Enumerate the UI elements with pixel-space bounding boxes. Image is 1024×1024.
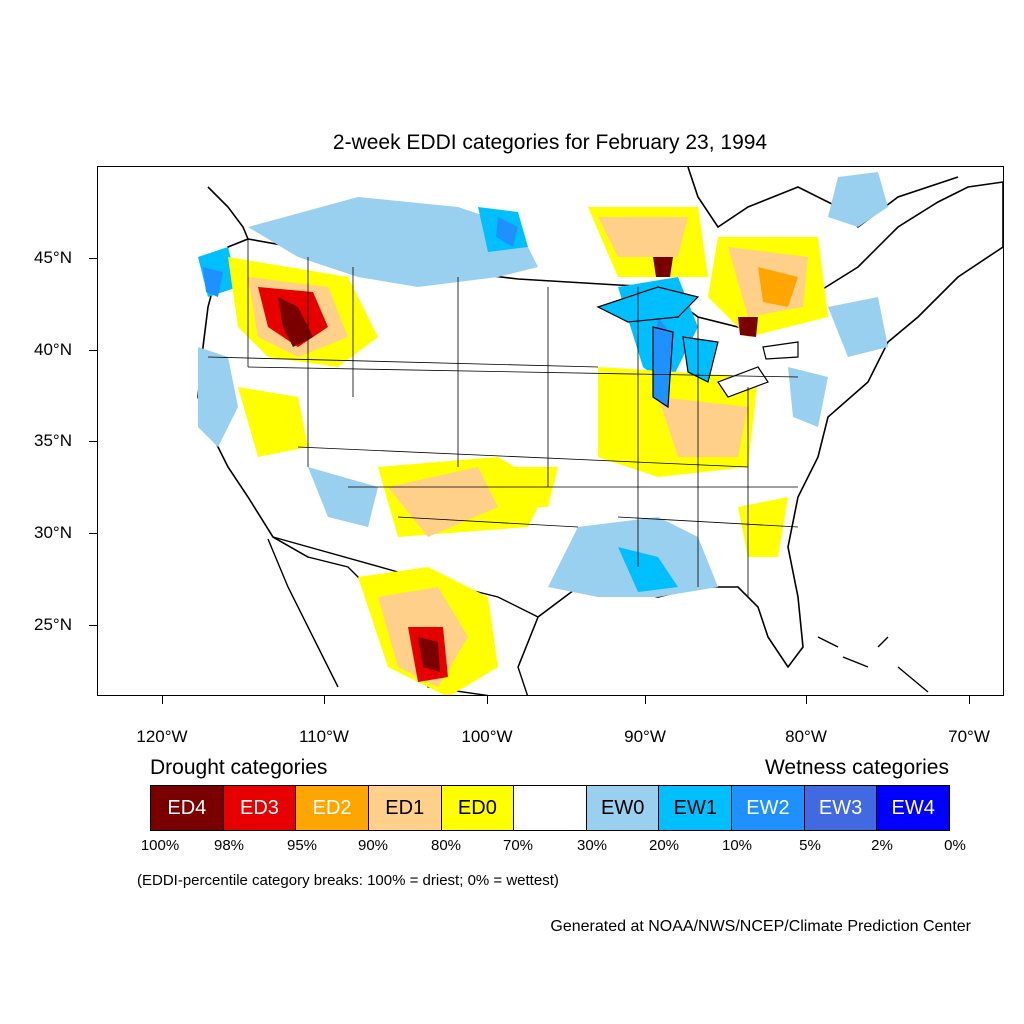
- legend-cell-neutral: [514, 786, 587, 830]
- legend-cell-ew2: EW2: [732, 786, 805, 830]
- legend-break-label: 70%: [502, 837, 534, 854]
- lat-label: 40°N: [34, 340, 72, 359]
- lon-label: 80°W: [785, 727, 827, 746]
- drought-areas: [228, 207, 828, 695]
- legend-cell-ew0: EW0: [586, 786, 660, 830]
- breaks-note: (EDDI-percentile category breaks: 100% =…: [137, 872, 559, 889]
- map-title: 2-week EDDI categories for February 23, …: [332, 131, 768, 154]
- legend-break-label: 98%: [213, 837, 245, 854]
- legend-break-label: 80%: [430, 837, 462, 854]
- lat-tick: [89, 350, 97, 351]
- lon-tick: [645, 696, 646, 704]
- credit-line: Generated at NOAA/NWS/NCEP/Climate Predi…: [550, 918, 971, 935]
- legend-break-label: 10%: [721, 837, 753, 854]
- lon-label: 110°W: [299, 727, 349, 746]
- caribbean-islands: [817, 636, 929, 693]
- lat-label: 45°N: [34, 248, 72, 267]
- lon-label: 70°W: [948, 727, 990, 746]
- legend-break-label: 20%: [648, 837, 680, 854]
- lat-label: 25°N: [34, 615, 72, 634]
- lat-label: 30°N: [34, 523, 72, 542]
- legend-break-label: 100%: [140, 837, 180, 854]
- legend-cell-ed4: ED4: [151, 786, 224, 830]
- lon-tick: [162, 696, 163, 704]
- legend-cell-ed2: ED2: [296, 786, 369, 830]
- baja-coast: [267, 538, 339, 688]
- wetness-heading: Wetness categories: [764, 756, 949, 779]
- legend-break-label: 90%: [357, 837, 389, 854]
- map-panel: [97, 166, 1004, 696]
- state-boundaries: [207, 239, 799, 597]
- lat-tick: [89, 533, 97, 534]
- lon-label: 100°W: [461, 727, 513, 746]
- legend-break-label: 30%: [576, 837, 608, 854]
- lon-tick: [806, 696, 807, 704]
- legend-cell-ew3: EW3: [804, 786, 878, 830]
- lon-label: 90°W: [624, 727, 666, 746]
- lon-label: 120°W: [136, 727, 188, 746]
- legend-cell-ew4: EW4: [877, 786, 950, 830]
- drought-heading: Drought categories: [150, 756, 328, 779]
- legend-cell-ed1: ED1: [368, 786, 442, 830]
- lon-tick: [969, 696, 970, 704]
- lon-tick: [324, 696, 325, 704]
- legend-colorbar: ED4 ED3 ED2 ED1 ED0 EW0 EW1 EW2 EW3 EW4: [150, 785, 950, 831]
- lat-tick: [89, 258, 97, 259]
- lon-tick: [487, 696, 488, 704]
- lat-tick: [89, 441, 97, 442]
- legend-break-label: 95%: [286, 837, 318, 854]
- legend-break-label: 2%: [871, 837, 893, 854]
- lat-label: 35°N: [34, 431, 72, 450]
- legend-cell-ew1: EW1: [659, 786, 733, 830]
- eddi-map: [197, 167, 1003, 695]
- legend-cell-ed3: ED3: [223, 786, 297, 830]
- lat-tick: [89, 625, 97, 626]
- legend-cell-ed0: ED0: [441, 786, 515, 830]
- great-lakes: [596, 286, 799, 409]
- legend-break-label: 0%: [944, 837, 966, 854]
- legend-break-label: 5%: [799, 837, 821, 854]
